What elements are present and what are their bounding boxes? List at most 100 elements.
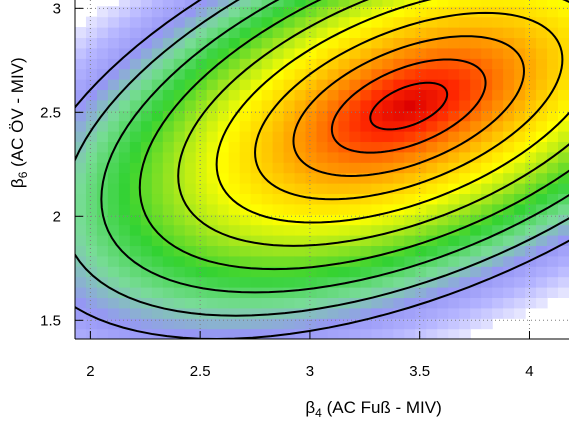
- heatmap-cell: [470, 37, 482, 48]
- heatmap-cell: [503, 193, 515, 204]
- heatmap-cell: [218, 245, 230, 256]
- heatmap-cell: [492, 193, 504, 204]
- heatmap-cell: [108, 173, 120, 184]
- heatmap-cell: [349, 245, 361, 256]
- heatmap-cell: [185, 318, 197, 329]
- heatmap-cell: [525, 225, 537, 236]
- heatmap-cell: [196, 173, 208, 184]
- heatmap-cell: [163, 141, 175, 152]
- heatmap-cell: [141, 308, 153, 319]
- heatmap-cell: [141, 225, 153, 236]
- heatmap-cell: [284, 318, 296, 329]
- heatmap-cell: [119, 204, 131, 215]
- heatmap-cell: [536, 69, 548, 80]
- heatmap-cell: [459, 37, 471, 48]
- heatmap-cell: [393, 329, 405, 340]
- heatmap-cell: [393, 173, 405, 184]
- heatmap-cell: [481, 287, 493, 298]
- heatmap-cell: [240, 131, 252, 142]
- heatmap-cell: [229, 6, 241, 17]
- heatmap-cell: [437, 308, 449, 319]
- heatmap-cell: [240, 48, 252, 59]
- heatmap-cell: [163, 37, 175, 48]
- heatmap-cell: [547, 48, 559, 59]
- heatmap-cell: [514, 0, 526, 7]
- heatmap-cell: [317, 27, 329, 38]
- heatmap-cell: [360, 308, 372, 319]
- heatmap-cell: [141, 235, 153, 246]
- heatmap-cell: [141, 0, 153, 7]
- heatmap-cell: [327, 214, 339, 225]
- heatmap-cell: [163, 193, 175, 204]
- heatmap-cell: [163, 225, 175, 236]
- heatmap-cell: [86, 58, 98, 69]
- heatmap-cell: [108, 277, 120, 288]
- heatmap-cell: [295, 235, 307, 246]
- heatmap-cell: [558, 89, 570, 100]
- heatmap-cell: [470, 308, 482, 319]
- heatmap-cell: [141, 79, 153, 90]
- heatmap-cell: [174, 173, 186, 184]
- heatmap-cell: [459, 89, 471, 100]
- heatmap-cell: [547, 141, 559, 152]
- heatmap-cell: [448, 173, 460, 184]
- heatmap-cell: [459, 173, 471, 184]
- heatmap-cell: [371, 141, 383, 152]
- heatmap-cell: [426, 204, 438, 215]
- heatmap-cell: [426, 225, 438, 236]
- heatmap-cell: [207, 58, 219, 69]
- heatmap-cell: [295, 17, 307, 28]
- heatmap-cell: [448, 308, 460, 319]
- heatmap-cell: [525, 48, 537, 59]
- heatmap-cell: [86, 287, 98, 298]
- heatmap-cell: [240, 162, 252, 173]
- heatmap-cell: [207, 277, 219, 288]
- y-tick-label: 2.5: [40, 104, 61, 121]
- heatmap-cell: [338, 58, 350, 69]
- heatmap-cell: [130, 58, 142, 69]
- heatmap-cell: [525, 152, 537, 163]
- heatmap-cell: [229, 69, 241, 80]
- heatmap-cell: [152, 173, 164, 184]
- heatmap-cell: [481, 48, 493, 59]
- heatmap-cell: [196, 79, 208, 90]
- heatmap-cell: [426, 89, 438, 100]
- heatmap-cell: [295, 204, 307, 215]
- heatmap-cell: [459, 297, 471, 308]
- heatmap-cell: [108, 297, 120, 308]
- heatmap-cell: [273, 152, 285, 163]
- heatmap-cell: [262, 162, 274, 173]
- heatmap-cell: [207, 214, 219, 225]
- heatmap-cell: [251, 0, 263, 7]
- heatmap-cell: [86, 141, 98, 152]
- heatmap-cell: [382, 100, 394, 111]
- heatmap-cell: [207, 27, 219, 38]
- heatmap-cell: [514, 121, 526, 132]
- heatmap-cell: [525, 37, 537, 48]
- heatmap-cell: [86, 48, 98, 59]
- heatmap-cell: [481, 297, 493, 308]
- heatmap-cell: [75, 287, 87, 298]
- heatmap-cell: [481, 131, 493, 142]
- heatmap-cell: [130, 89, 142, 100]
- heatmap-cell: [525, 100, 537, 111]
- heatmap-cell: [75, 225, 87, 236]
- heatmap-cell: [404, 27, 416, 38]
- heatmap-cell: [426, 329, 438, 340]
- heatmap-cell: [327, 0, 339, 7]
- heatmap-cell: [119, 37, 131, 48]
- heatmap-cell: [108, 27, 120, 38]
- heatmap-cell: [141, 89, 153, 100]
- heatmap-cell: [207, 121, 219, 132]
- heatmap-cell: [218, 162, 230, 173]
- heatmap-cell: [481, 308, 493, 319]
- heatmap-cell: [514, 308, 526, 319]
- heatmap-cell: [262, 141, 274, 152]
- heatmap-cell: [404, 173, 416, 184]
- heatmap-cell: [251, 17, 263, 28]
- heatmap-cell: [382, 58, 394, 69]
- heatmap-cell: [196, 266, 208, 277]
- heatmap-cell: [119, 162, 131, 173]
- heatmap-cell: [295, 277, 307, 288]
- heatmap-cell: [240, 214, 252, 225]
